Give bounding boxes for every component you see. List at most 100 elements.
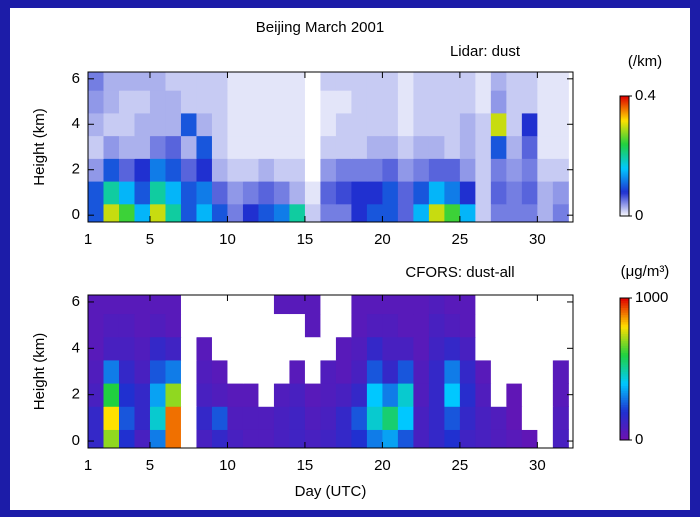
heatmap-cell	[397, 90, 414, 114]
heatmap-cell	[258, 295, 275, 315]
heatmap-cell	[552, 72, 569, 91]
heatmap-cell	[459, 336, 476, 361]
colorbar-swatch	[620, 364, 629, 368]
heatmap-cell	[165, 181, 182, 205]
heatmap-cell	[211, 383, 228, 407]
heatmap-cell	[289, 313, 306, 338]
heatmap-cell	[273, 181, 290, 205]
colorbar-swatch	[620, 132, 629, 135]
heatmap-cell	[227, 72, 244, 91]
heatmap-cell	[444, 203, 461, 223]
heatmap-cell	[351, 135, 368, 159]
heatmap-cell	[521, 406, 538, 430]
heatmap-cell	[227, 336, 244, 361]
heatmap-cell	[304, 295, 321, 315]
heatmap-cell	[134, 135, 151, 159]
heatmap-cell	[351, 429, 368, 449]
y-tick-label: 4	[72, 339, 80, 356]
heatmap-cell	[180, 158, 197, 182]
heatmap-cell	[165, 203, 182, 223]
colorbar-swatch	[620, 307, 629, 311]
heatmap-cell	[134, 383, 151, 407]
heatmap-cell	[475, 158, 492, 182]
heatmap-cell	[366, 135, 383, 159]
heatmap-cell	[242, 406, 259, 430]
heatmap-cell	[103, 181, 120, 205]
heatmap-cell	[180, 313, 197, 338]
heatmap-cell	[444, 336, 461, 361]
heatmap-cell	[366, 112, 383, 137]
y-axis-label: Height (km)	[31, 333, 48, 411]
heatmap-cell	[397, 203, 414, 223]
heatmap-cell	[428, 336, 445, 361]
colorbar-swatch	[620, 178, 629, 181]
heatmap-cell	[397, 295, 414, 315]
heatmap-cell	[506, 181, 523, 205]
heatmap-cell	[289, 383, 306, 407]
heatmap-cell	[537, 112, 554, 137]
heatmap-cell	[475, 429, 492, 449]
colorbar-swatch	[620, 300, 629, 304]
heatmap-cell	[211, 406, 228, 430]
heatmap-cell	[459, 429, 476, 449]
heatmap-cell	[118, 406, 135, 430]
heatmap-cell	[88, 181, 104, 205]
heatmap-cell	[382, 383, 399, 407]
heatmap-cell	[211, 181, 228, 205]
heatmap-cell	[444, 90, 461, 114]
heatmap-cell	[103, 72, 120, 91]
heatmap-cell	[537, 90, 554, 114]
heatmap-cell	[242, 72, 259, 91]
heatmap-cell	[351, 90, 368, 114]
heatmap-cell	[165, 336, 182, 361]
heatmap-cell	[552, 406, 569, 430]
x-tick-label: 10	[219, 231, 236, 248]
heatmap-cell	[397, 112, 414, 137]
colorbar-swatch	[620, 326, 629, 330]
heatmap-cell	[397, 158, 414, 182]
heatmap-cell	[320, 90, 337, 114]
heatmap-cell	[335, 135, 352, 159]
heatmap-cell	[149, 203, 166, 223]
colorbar-swatch	[620, 126, 629, 129]
heatmap-cell	[444, 72, 461, 91]
heatmap-cell	[88, 135, 104, 159]
heatmap-cell	[537, 72, 554, 91]
heatmap-cell	[134, 203, 151, 223]
heatmap-cell	[366, 313, 383, 338]
heatmap-cell	[506, 359, 523, 384]
colorbar-swatch	[620, 154, 629, 157]
colorbar-tick-label: 0	[635, 207, 643, 224]
heatmap-cell	[413, 429, 430, 449]
heatmap-cell	[196, 295, 213, 315]
colorbar-swatch	[620, 352, 629, 356]
heatmap-cell	[118, 359, 135, 384]
heatmap-cell	[165, 313, 182, 338]
heatmap-cell	[134, 72, 151, 91]
heatmap-cell	[273, 112, 290, 137]
heatmap-cell	[506, 429, 523, 449]
heatmap-cell	[134, 112, 151, 137]
heatmap-cell	[506, 383, 523, 407]
x-tick-label: 20	[374, 231, 391, 248]
heatmap-cell	[103, 429, 120, 449]
heatmap-cell	[258, 203, 275, 223]
colorbar-swatch	[620, 432, 629, 436]
colorbar-swatch	[620, 188, 629, 191]
heatmap-cell	[552, 383, 569, 407]
heatmap-cell	[227, 90, 244, 114]
heatmap-cell	[335, 295, 352, 315]
heatmap-cell	[537, 295, 554, 315]
heatmap-cell	[227, 181, 244, 205]
heatmap-cell	[475, 90, 492, 114]
heatmap-cell	[475, 359, 492, 384]
heatmap-cell	[444, 383, 461, 407]
heatmap-cell	[521, 429, 538, 449]
heatmap-cell	[304, 90, 321, 114]
heatmap-cell	[180, 383, 197, 407]
heatmap-cell	[413, 336, 430, 361]
heatmap-cell	[382, 181, 399, 205]
heatmap-cell	[134, 406, 151, 430]
heatmap-cell	[351, 203, 368, 223]
